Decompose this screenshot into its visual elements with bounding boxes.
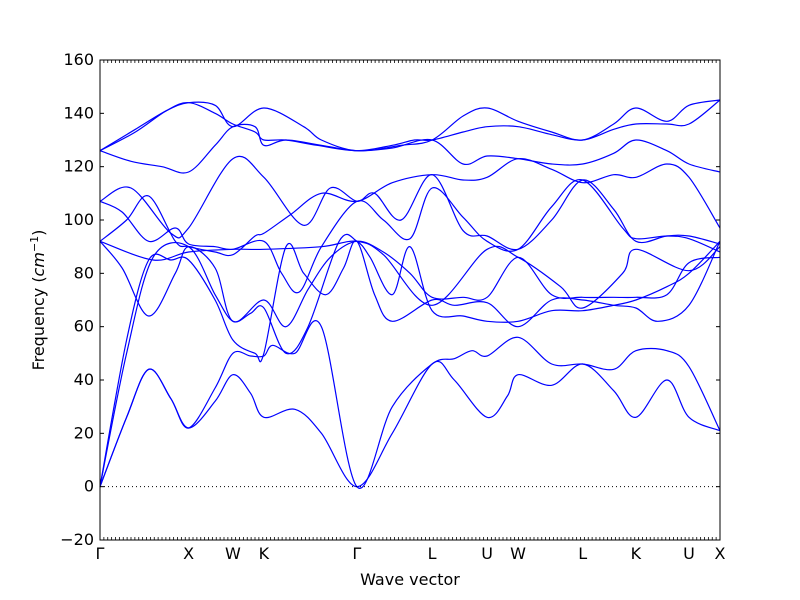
x-axis-title: Wave vector: [360, 570, 460, 589]
band-line-3: [99, 233, 721, 487]
x-tick-label: X: [715, 544, 726, 563]
dispersion-curves: [99, 99, 721, 489]
x-tick-label: U: [683, 544, 695, 563]
x-tick-label: Γ: [96, 544, 105, 563]
band-line-6: [99, 240, 721, 309]
band-line-11: [99, 99, 721, 152]
x-tick-label: K: [631, 544, 642, 563]
y-tick-label: 140: [63, 103, 94, 122]
y-axis-title-text: Frequency: [29, 288, 48, 371]
y-tick-label: 100: [63, 210, 94, 229]
band-line-2: [99, 320, 721, 489]
band-line-8: [99, 155, 721, 251]
y-tick-label: 160: [63, 50, 94, 69]
x-tick-label: L: [578, 544, 587, 563]
band-line-4: [99, 240, 721, 487]
x-tick-label: X: [183, 544, 194, 563]
y-axis-title: Frequency (cm−1): [28, 230, 48, 371]
band-line-12: [99, 99, 721, 152]
x-tick-label: U: [481, 544, 493, 563]
y-tick-label: 0: [84, 477, 94, 496]
x-tick-label: W: [510, 544, 526, 563]
y-tick-label: 20: [74, 423, 94, 442]
x-tick-label: W: [225, 544, 241, 563]
x-tick-label: L: [428, 544, 437, 563]
y-tick-label: 80: [74, 263, 94, 282]
band-line-7: [99, 179, 721, 294]
y-tick-label: 120: [63, 157, 94, 176]
y-axis-unit: cm: [29, 252, 48, 276]
y-axis-unit-exponent: −1: [28, 236, 41, 252]
y-tick-label: 40: [74, 370, 94, 389]
y-axis-ticks: −20 0 20 40 60 80 100 120 140 160: [60, 50, 720, 549]
y-tick-label: 60: [74, 317, 94, 336]
x-tick-label: K: [259, 544, 270, 563]
x-tick-label: Γ: [352, 544, 361, 563]
band-line-10: [99, 123, 721, 174]
y-tick-label: −20: [60, 530, 94, 549]
band-line-9: [99, 157, 721, 257]
